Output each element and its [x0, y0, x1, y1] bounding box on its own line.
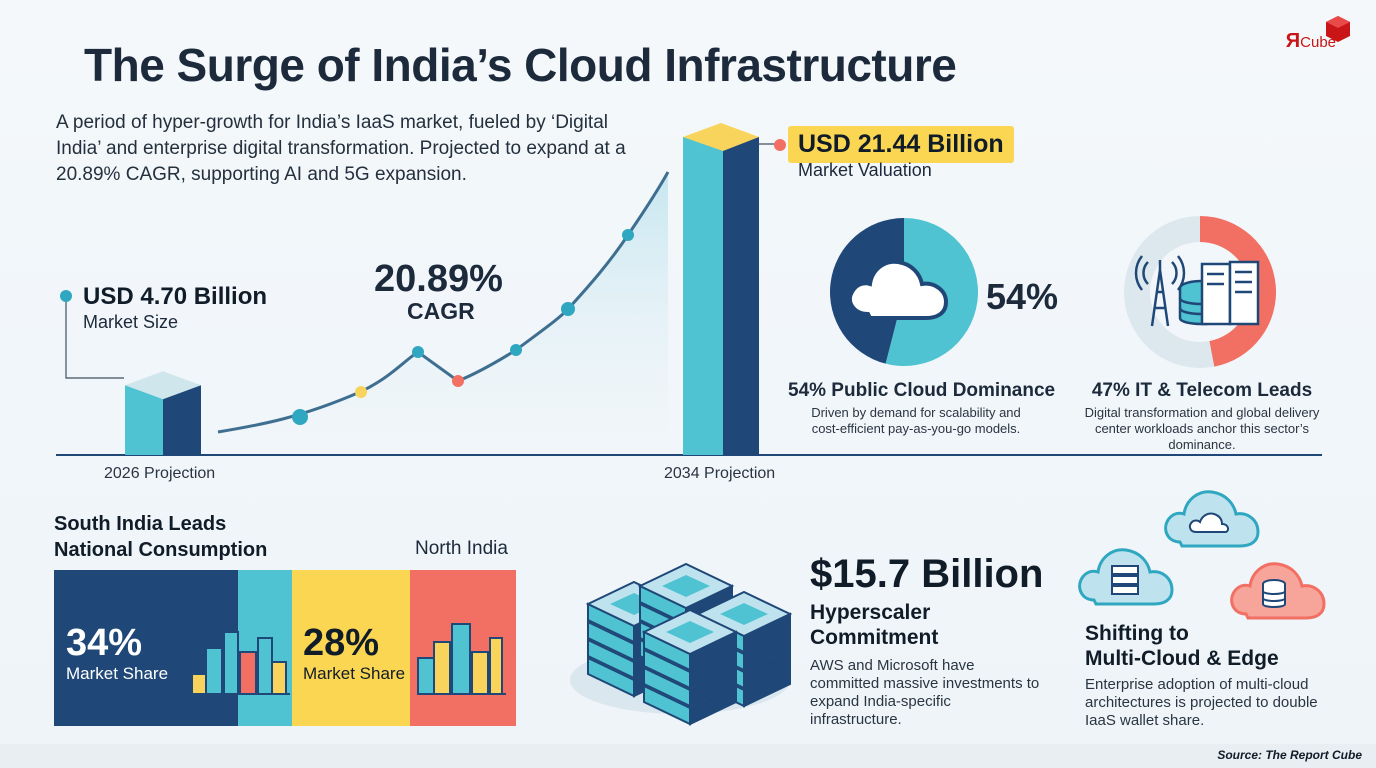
it-telecom-title: 47% IT & Telecom Leads [1091, 380, 1313, 401]
south-pct: 34% [66, 622, 143, 664]
multicloud-desc: Enterprise adoption of multi-cloud archi… [1085, 676, 1318, 729]
x-tick-label-2026: 2026 Projection [104, 465, 216, 482]
cloud-icon [1164, 490, 1260, 548]
page-title: The Surge of India’s Cloud Infrastructur… [84, 39, 957, 91]
curve-point [622, 229, 634, 241]
multicloud-title-line1: Shifting to [1085, 622, 1189, 645]
leader-dot-2026 [60, 290, 72, 302]
server-tower-top-panel [666, 621, 714, 643]
server-unit-side [689, 648, 737, 690]
server-rack-icon [1200, 260, 1260, 326]
city-buildings-icon [417, 623, 506, 695]
curve-point [355, 386, 367, 398]
x-tick-label-2034: 2034 Projection [664, 465, 776, 482]
donut-slice-0 [1200, 216, 1277, 367]
bar-value-label-2034: USD 21.44 Billion [788, 126, 1014, 163]
north-pct: 28% [303, 622, 380, 664]
page-subtitle: A period of hyper-growth for India’s Iaa… [56, 112, 626, 185]
hyperscaler-title-line1: Hyperscaler [810, 601, 931, 624]
curve-point [510, 344, 522, 356]
curve-point [412, 346, 424, 358]
hyperscaler-desc: AWS and Microsoft have committed massive… [810, 657, 1040, 728]
bar-top-1 [683, 123, 759, 151]
north-india-label: North India [415, 538, 508, 559]
server-unit-side [689, 666, 737, 708]
server-tower-top-panel [662, 575, 710, 597]
public-cloud-title: 54% Public Cloud Dominance [788, 380, 1056, 401]
region-heading: South India Leads National Consumption [54, 511, 267, 563]
bar-side-1 [723, 137, 759, 455]
growth-area [218, 172, 668, 455]
source-note: Source: The Report Cube [1217, 748, 1362, 762]
bar-front-1 [683, 137, 723, 455]
server-unit-side [743, 666, 791, 708]
cell-tower-icon [1134, 255, 1186, 327]
south-share-label: Market Share [66, 664, 169, 683]
cloud-icon [1230, 562, 1326, 620]
cloud-icon [1078, 548, 1174, 606]
server-unit-side [689, 684, 737, 726]
bar-caption-2034: Market Valuation [798, 160, 932, 180]
logo-cube-icon [1326, 16, 1350, 42]
region-north-block [292, 570, 410, 726]
server-tower-top-panel [720, 603, 768, 625]
cloud-icon [848, 259, 949, 320]
logo-text: ЯCube [1285, 30, 1336, 52]
footer-bar [0, 744, 1376, 768]
cagr-label: CAGR [407, 298, 475, 324]
multicloud-title: Shifting to Multi-Cloud & Edge [1085, 621, 1279, 671]
hyperscaler-title: Hyperscaler Commitment [810, 600, 938, 650]
cagr-value: 20.89% [374, 258, 503, 300]
bar-2034 [683, 123, 759, 455]
city-buildings-icon [191, 631, 290, 695]
bar-value-label-2026: USD 4.70 Billion [83, 283, 268, 310]
curve-point [292, 409, 308, 425]
hyperscaler-title-line2: Commitment [810, 626, 939, 649]
bar-top-0 [125, 371, 201, 400]
multicloud-title-line2: Multi-Cloud & Edge [1085, 647, 1279, 670]
server-unit-side [743, 648, 791, 690]
bar-caption-2026: Market Size [83, 312, 179, 332]
donut-slice-1 [1124, 216, 1215, 368]
curve-point [561, 302, 575, 316]
region-heading-line2: National Consumption [54, 539, 268, 561]
leader-line-2026 [65, 302, 124, 379]
region-heading-line1: South India Leads [54, 513, 227, 535]
public-cloud-pct: 54% [986, 276, 1059, 317]
hyperscaler-value: $15.7 Billion [810, 552, 1044, 596]
curve-point [452, 375, 464, 387]
donut-it-telecom [1124, 216, 1277, 368]
server-stack-icon [570, 562, 793, 726]
server-unit-side [743, 630, 791, 672]
it-telecom-desc: Digital transformation and global delive… [1084, 405, 1320, 452]
bar-2026 [125, 371, 201, 455]
public-cloud-desc: Driven by demand for scalability and cos… [811, 405, 1021, 436]
leader-dot-2034 [774, 139, 786, 151]
north-share-label: Market Share [303, 664, 406, 683]
